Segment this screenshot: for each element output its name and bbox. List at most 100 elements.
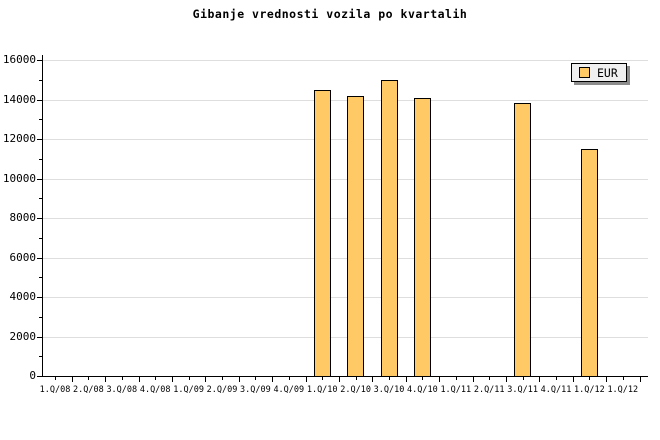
bar: [313, 89, 331, 377]
bar: [347, 95, 365, 377]
y-major-tick-mark: [37, 139, 42, 140]
y-tick-label: 0: [29, 369, 36, 382]
x-tick-label: 3.Q/08: [106, 385, 138, 395]
x-tick-label: 1.Q/11: [440, 385, 472, 395]
y-minor-tick-mark: [39, 237, 42, 239]
bar: [380, 79, 398, 377]
x-center-tick-mark: [355, 377, 357, 380]
gridline: [42, 60, 648, 61]
y-major-tick-mark: [37, 178, 42, 180]
x-tick-label: 2.Q/08: [73, 385, 104, 395]
y-minor-tick-mark: [39, 158, 42, 160]
bar: [514, 103, 532, 377]
x-center-tick-mark: [288, 377, 290, 380]
x-boundary-tick-mark: [238, 377, 240, 382]
x-center-tick-mark: [389, 377, 390, 380]
x-tick-label: 2.Q/11: [473, 385, 505, 395]
x-center-tick-mark: [322, 377, 324, 380]
x-center-tick-mark: [556, 377, 557, 380]
y-major-tick-mark: [37, 376, 42, 377]
y-minor-tick-mark: [39, 198, 42, 200]
x-boundary-tick-mark: [606, 377, 608, 382]
x-tick-label: 4.Q/09: [273, 385, 305, 395]
y-tick-label: 6000: [9, 250, 37, 264]
x-tick-label: 3.Q/09: [240, 385, 271, 395]
x-boundary-tick-mark: [439, 377, 441, 382]
y-major-tick-mark: [37, 257, 42, 259]
x-tick-label: 1.Q/10: [306, 385, 338, 395]
y-minor-tick-mark: [39, 316, 42, 318]
x-boundary-tick-mark: [338, 377, 340, 382]
x-boundary-tick-mark: [572, 377, 574, 382]
y-tick-label: 2000: [9, 329, 37, 343]
x-boundary-tick-mark: [171, 377, 173, 382]
x-center-tick-mark: [188, 377, 190, 380]
gridline: [42, 218, 648, 219]
y-tick-label: 10000: [2, 171, 36, 185]
legend-label: EUR: [597, 65, 618, 80]
x-boundary-tick-mark: [272, 377, 274, 382]
x-center-tick-mark: [255, 377, 257, 380]
x-boundary-tick-mark: [505, 377, 507, 382]
y-major-tick-mark: [37, 60, 42, 61]
x-tick-label: 4.Q/08: [139, 385, 171, 395]
x-center-tick-mark: [422, 377, 424, 380]
gridline: [42, 257, 648, 259]
gridline: [42, 178, 648, 180]
x-boundary-tick-mark: [138, 377, 140, 382]
y-minor-tick-mark: [39, 356, 42, 358]
x-tick-label: 2.Q/10: [340, 385, 371, 395]
x-tick-label: 1.Q/09: [173, 385, 204, 395]
x-center-tick-mark: [88, 377, 90, 380]
y-major-tick-mark: [37, 99, 42, 101]
y-major-tick-mark: [37, 218, 42, 219]
y-tick-label: 4000: [9, 290, 37, 303]
x-axis: [42, 376, 648, 377]
x-boundary-tick-mark: [539, 377, 541, 382]
x-tick-label: 1.Q/08: [39, 385, 71, 395]
x-boundary-tick-mark: [372, 377, 374, 382]
chart-title: Gibanje vrednosti vozila po kvartalih: [192, 7, 468, 21]
x-center-tick-mark: [121, 377, 123, 380]
y-major-tick-mark: [37, 336, 42, 338]
x-boundary-tick-mark: [105, 377, 107, 382]
gridline: [42, 297, 648, 298]
x-center-tick-mark: [222, 377, 223, 380]
y-minor-tick-mark: [39, 277, 42, 279]
x-center-tick-mark: [489, 377, 491, 380]
x-tick-label: 1.Q/12: [607, 385, 639, 395]
bar: [413, 97, 431, 377]
y-tick-label: 16000: [2, 53, 36, 66]
y-axis: [42, 55, 43, 377]
x-center-tick-mark: [455, 377, 457, 380]
bar: [580, 148, 598, 377]
x-boundary-tick-mark: [205, 377, 207, 382]
x-boundary-tick-mark: [639, 377, 641, 382]
x-center-tick-mark: [589, 377, 591, 380]
x-tick-label: 2.Q/09: [206, 385, 238, 395]
x-center-tick-mark: [55, 377, 56, 380]
x-center-tick-mark: [522, 377, 524, 380]
gridline: [42, 336, 648, 338]
x-tick-label: 3.Q/10: [373, 385, 405, 395]
x-tick-label: 4.Q/11: [540, 385, 572, 395]
legend-swatch-eur: [579, 67, 590, 78]
x-boundary-tick-mark: [71, 377, 73, 382]
y-major-tick-mark: [37, 297, 42, 298]
y-tick-label: 8000: [9, 211, 37, 224]
legend: EUR: [571, 63, 627, 82]
x-tick-label: 1.Q/12: [574, 385, 605, 395]
x-center-tick-mark: [622, 377, 624, 380]
x-boundary-tick-mark: [305, 377, 307, 382]
y-tick-label: 12000: [2, 132, 36, 145]
x-boundary-tick-mark: [405, 377, 407, 382]
x-tick-label: 4.Q/10: [407, 385, 438, 395]
gridline: [42, 139, 648, 140]
x-tick-label: 3.Q/11: [507, 385, 538, 395]
y-minor-tick-mark: [39, 119, 42, 121]
y-minor-tick-mark: [39, 79, 42, 81]
x-center-tick-mark: [155, 377, 157, 380]
x-boundary-tick-mark: [472, 377, 474, 382]
y-tick-label: 14000: [2, 92, 36, 106]
